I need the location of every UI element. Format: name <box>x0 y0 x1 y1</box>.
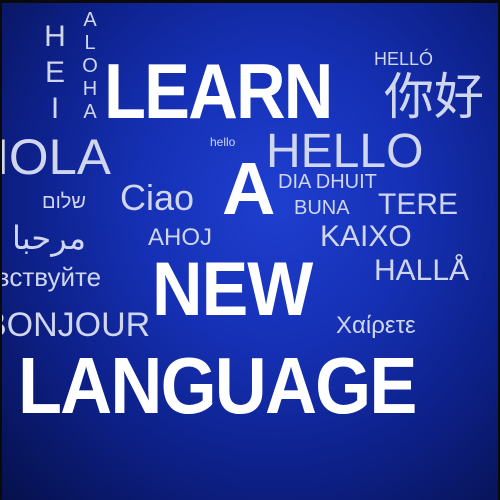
word-bonjour: BONJOUR <box>0 306 151 344</box>
word-ciao: Ciao <box>120 177 195 218</box>
word-hei-vertical: H E I HEI <box>40 22 70 124</box>
word-halla: HALLÅ <box>374 254 470 287</box>
hei-letter-2: E <box>44 56 65 89</box>
word-kaixo: KAIXO <box>320 220 412 253</box>
headline-language: LANGUAGE <box>18 341 417 430</box>
headline-new: NEW <box>152 247 313 332</box>
word-hebrew-shalom: שלום <box>42 191 86 213</box>
word-dia-dhuit: DIA DHUIT <box>278 171 377 193</box>
word-arabic-marhaba: مرحبا <box>12 220 86 256</box>
headline-learn: LEARN <box>104 47 333 135</box>
word-chinese-nihao: 你好 <box>384 69 484 125</box>
word-hello-big: HELLO <box>266 125 424 178</box>
word-hello-small: hello <box>210 135 236 149</box>
word-ahoj: AHOJ <box>148 224 213 251</box>
hei-letter-1: H <box>44 20 66 53</box>
word-hello-accent: HELLÓ <box>374 49 434 69</box>
word-russian-zdravstvuyte: Здравствуйте <box>0 262 102 292</box>
word-hola: HOLA <box>0 129 111 185</box>
headline-a: A <box>222 147 276 230</box>
word-tere: TERE <box>378 188 459 221</box>
word-buna: BUNA <box>294 197 350 219</box>
word-greek-chairete: Χαίρετε <box>336 312 416 339</box>
hei-letter-3: I <box>50 92 60 125</box>
